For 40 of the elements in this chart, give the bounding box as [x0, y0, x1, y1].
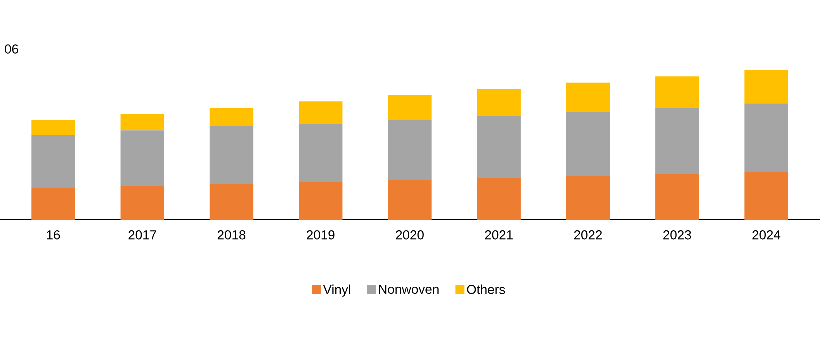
x-tick-label: 2021 — [485, 230, 513, 240]
x-tick-label: 2023 — [664, 230, 692, 240]
bar — [477, 89, 521, 116]
bar — [120, 186, 164, 220]
x-tick-label: 2022 — [574, 230, 602, 240]
bar — [388, 120, 432, 180]
x-tick-label: 2019 — [307, 230, 335, 240]
bar — [744, 172, 788, 220]
bar — [477, 178, 521, 220]
bar — [566, 176, 610, 220]
bar — [120, 114, 164, 131]
bar — [477, 116, 521, 178]
bar — [120, 130, 164, 186]
text: 06 — [5, 44, 18, 54]
bar — [388, 95, 432, 120]
bar — [32, 188, 76, 220]
bar — [566, 82, 610, 112]
bar — [388, 180, 432, 220]
legend-label: Others — [467, 284, 506, 294]
legend-label: Nonwoven — [379, 285, 439, 294]
bar — [299, 124, 343, 182]
bar — [32, 135, 76, 188]
bar — [299, 182, 343, 220]
bar — [299, 102, 343, 124]
bar — [566, 112, 610, 176]
bar — [210, 184, 254, 220]
bar — [656, 76, 700, 108]
x-tick-label: 2024 — [752, 230, 781, 240]
bar — [744, 104, 788, 172]
bar — [32, 120, 76, 136]
bar — [210, 126, 254, 184]
x-tick-label: 2017 — [128, 230, 156, 240]
bar — [656, 174, 700, 220]
legend-label: Vinyl — [323, 284, 350, 297]
bar — [656, 108, 700, 174]
x-tick-label: 16 — [47, 230, 60, 240]
bar — [744, 70, 788, 104]
bar — [210, 108, 254, 126]
x-tick-label: 2020 — [396, 230, 424, 240]
x-tick-label: 2018 — [218, 230, 246, 240]
